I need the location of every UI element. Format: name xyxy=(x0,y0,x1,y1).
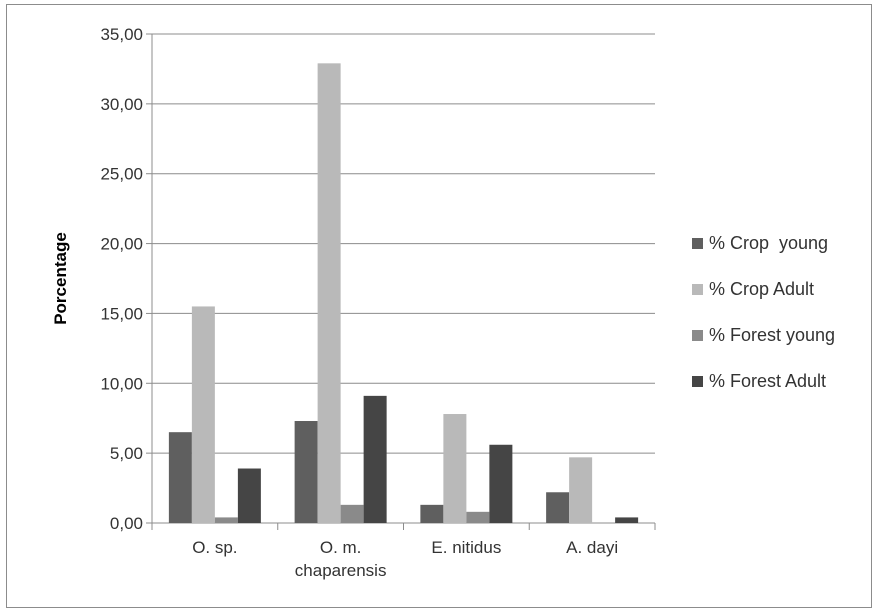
y-tick-label: 0,00 xyxy=(110,514,143,533)
bar xyxy=(317,63,341,524)
legend-swatch xyxy=(692,238,703,249)
y-tick-label: 20,00 xyxy=(100,235,143,254)
bar xyxy=(191,306,215,523)
x-tick-label: A. dayi xyxy=(566,538,618,557)
bar xyxy=(214,517,238,523)
legend-entry: % Forest Adult xyxy=(709,371,826,391)
x-tick-label: O. m. xyxy=(320,538,362,557)
legend-swatch xyxy=(692,284,703,295)
y-tick-label: 5,00 xyxy=(110,444,143,463)
x-tick-label: chaparensis xyxy=(295,561,387,580)
bar xyxy=(363,395,387,523)
x-tick-label: E. nitidus xyxy=(431,538,501,557)
bar xyxy=(443,414,467,523)
legend-entry: % Crop Adult xyxy=(709,279,814,299)
legend-entry: % Crop young xyxy=(709,233,828,253)
y-tick-label: 30,00 xyxy=(100,95,143,114)
bar xyxy=(489,444,513,523)
legend-swatch xyxy=(692,376,703,387)
x-tick-label: O. sp. xyxy=(192,538,237,557)
y-tick-label: 15,00 xyxy=(100,304,143,323)
bar xyxy=(168,432,192,523)
legend-entry: % Forest young xyxy=(709,325,835,345)
bar xyxy=(340,504,364,523)
bar xyxy=(546,492,570,523)
y-tick-label: 25,00 xyxy=(100,165,143,184)
bar xyxy=(569,457,593,523)
bar xyxy=(615,517,639,523)
y-tick-label: 35,00 xyxy=(100,25,143,44)
y-axis-label: Porcentage xyxy=(51,232,70,325)
y-tick-label: 10,00 xyxy=(100,374,143,393)
bar xyxy=(466,511,490,523)
bar xyxy=(237,468,261,523)
bar xyxy=(294,421,318,523)
legend-swatch xyxy=(692,330,703,341)
bar xyxy=(420,504,444,523)
